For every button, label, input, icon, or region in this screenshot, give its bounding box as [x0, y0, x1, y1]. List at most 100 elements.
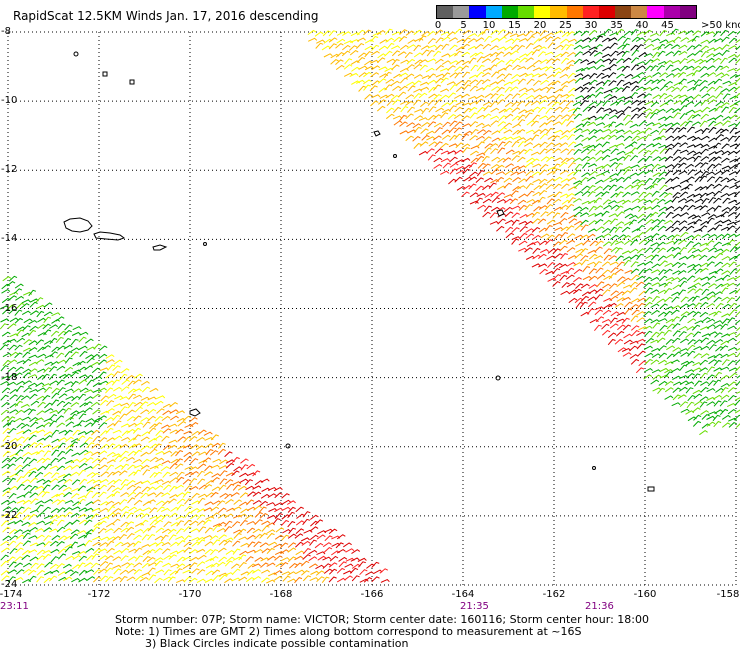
wind-barb: [29, 556, 39, 562]
wind-barb: [120, 527, 130, 533]
wind-barb: [70, 347, 80, 353]
wind-barb: [678, 277, 687, 283]
wind-barb: [210, 491, 219, 498]
wind-barb: [524, 100, 534, 107]
wind-barb: [274, 507, 284, 513]
wind-barb: [554, 30, 564, 35]
wind-barb: [175, 463, 184, 470]
wind-barb: [114, 464, 124, 470]
island-small-3: [496, 209, 505, 217]
wind-barb: [169, 409, 179, 414]
wind-barb: [566, 31, 575, 37]
wind-barb: [474, 51, 484, 57]
wind-barb: [601, 53, 612, 58]
wind-barb: [482, 67, 492, 72]
wind-barb: [679, 191, 689, 198]
wind-barb: [112, 371, 121, 378]
wind-barb: [356, 29, 366, 36]
wind-barb: [481, 124, 492, 129]
wind-barb: [126, 512, 135, 519]
wind-barb: [533, 94, 543, 100]
wind-barb: [14, 464, 23, 471]
wind-barb: [645, 59, 654, 65]
wind-barb: [50, 457, 59, 464]
wind-barb: [511, 141, 520, 148]
wind-barb: [84, 422, 94, 428]
wind-barb: [418, 150, 428, 156]
wind-barb: [393, 106, 402, 114]
wind-barb: [77, 495, 87, 500]
wind-barb: [42, 553, 52, 560]
wind-barb: [699, 205, 708, 211]
wind-barb: [553, 222, 563, 226]
wind-barb: [78, 569, 88, 576]
wind-barb: [78, 374, 88, 379]
wind-barb: [16, 476, 25, 483]
wind-barb: [62, 401, 72, 408]
wind-barb: [274, 492, 283, 499]
wind-barb: [657, 247, 666, 254]
wind-barb: [495, 164, 505, 170]
wind-barb: [714, 114, 724, 120]
wind-barb: [247, 541, 256, 548]
wind-barb: [481, 28, 490, 36]
wind-barb: [616, 28, 625, 35]
wind-barb: [7, 500, 17, 505]
wind-barb: [505, 59, 514, 66]
wind-barb: [44, 498, 54, 504]
wind-barb: [608, 255, 617, 261]
wind-barb: [629, 155, 639, 162]
wind-barb: [2, 352, 12, 358]
wind-barb: [707, 275, 717, 281]
wind-barb: [575, 283, 584, 289]
wind-barb: [37, 490, 46, 497]
wind-barb: [720, 353, 730, 359]
wind-barb: [659, 72, 669, 78]
wind-barb: [609, 173, 619, 178]
wind-barb: [476, 56, 485, 63]
wind-barb: [461, 115, 470, 121]
wind-barb: [644, 287, 653, 294]
wind-barb: [701, 212, 711, 217]
wind-barb: [441, 134, 451, 140]
wind-barb: [532, 234, 541, 240]
wind-barb: [380, 579, 390, 583]
wind-barb: [280, 549, 289, 555]
wind-barb: [518, 193, 528, 199]
wind-barb: [656, 65, 665, 72]
wind-barb: [84, 389, 94, 394]
wind-barb: [36, 576, 45, 583]
wind-barb: [126, 484, 136, 490]
wind-barb: [77, 431, 87, 435]
wind-barb: [2, 435, 11, 442]
wind-barb: [616, 79, 625, 87]
wind-barb: [449, 168, 458, 175]
wind-barb: [694, 288, 703, 294]
wind-barb: [636, 183, 645, 190]
wind-barb: [170, 451, 179, 457]
wind-barb: [580, 219, 589, 226]
wind-barb: [664, 219, 674, 225]
wind-barb: [659, 39, 669, 44]
wind-barb: [49, 409, 59, 414]
wind-barb: [610, 148, 619, 155]
wind-barb: [455, 169, 465, 175]
wind-barb: [560, 148, 570, 154]
wind-barb: [686, 144, 696, 149]
wind-barb: [155, 450, 165, 456]
wind-barb: [645, 254, 655, 259]
wind-barb: [36, 512, 46, 518]
wind-barb: [357, 557, 367, 562]
wind-barb: [197, 478, 206, 485]
wind-barb: [736, 264, 740, 268]
wind-barb: [680, 296, 689, 303]
wind-barb: [8, 344, 17, 351]
wind-barb: [596, 64, 605, 70]
wind-barb: [176, 520, 185, 527]
wind-barb: [8, 528, 18, 535]
wind-barb: [190, 444, 200, 450]
wind-barb: [602, 46, 611, 52]
wind-barb: [153, 471, 162, 478]
wind-barb: [687, 288, 696, 294]
wind-barb: [713, 379, 722, 386]
